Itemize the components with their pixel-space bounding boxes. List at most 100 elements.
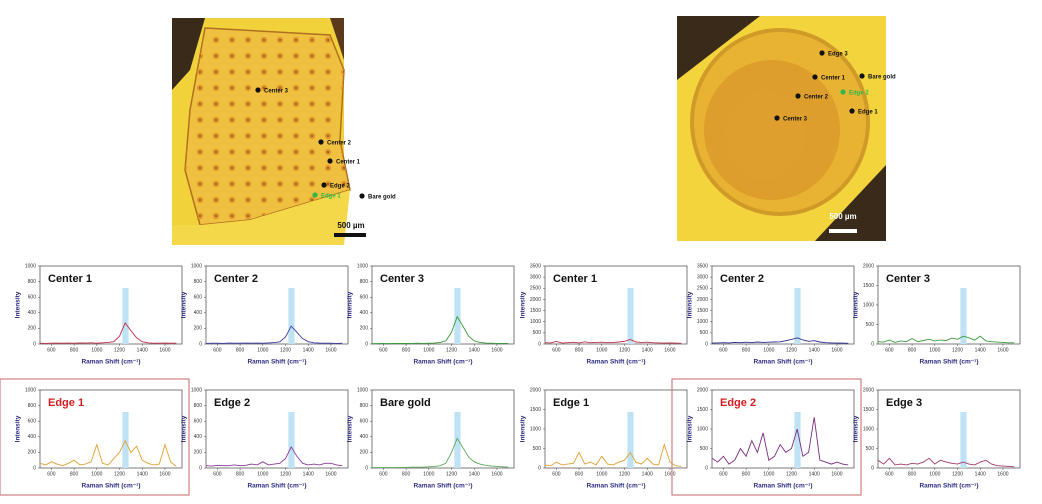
- highlight-band: [122, 288, 129, 344]
- location-label: Edge 1: [321, 194, 341, 200]
- scale-bar-label: 500 µm: [337, 221, 364, 230]
- y-tick-label: 0: [871, 341, 874, 347]
- y-axis-label: Intensity: [687, 291, 694, 318]
- location-dot: [819, 50, 825, 56]
- x-tick-label: 600: [213, 347, 222, 353]
- location-label: Center 3: [783, 117, 808, 123]
- plot-frame: [371, 265, 515, 345]
- y-tick-label: 800: [28, 279, 37, 285]
- y-tick-label: 0: [199, 341, 202, 347]
- x-tick-label: 1000: [929, 347, 940, 353]
- x-tick-label: 1400: [469, 347, 480, 353]
- spectrum-chart: 0 200 400 600 800 1000 600 800 1000 1200 1400 1600 C…: [181, 263, 349, 366]
- y-tick-label: 800: [194, 403, 203, 409]
- spectrum-chart: 0 500 1000 1500 2000 2500 3000 3500 600 800 1000 12…: [687, 263, 855, 366]
- spectrum-line: [544, 443, 682, 467]
- y-tick-label: 1000: [863, 302, 874, 308]
- y-axis-label: Intensity: [520, 291, 527, 318]
- y-tick-label: 600: [28, 295, 37, 301]
- location-dot: [795, 93, 801, 99]
- y-tick-label: 1000: [191, 263, 202, 269]
- location-dot: [812, 74, 818, 80]
- x-tick-label: 600: [213, 471, 222, 477]
- y-tick-label: 2000: [863, 263, 874, 269]
- x-tick-label: 1600: [831, 471, 842, 477]
- x-tick-label: 1200: [952, 347, 963, 353]
- y-tick-label: 400: [360, 310, 369, 316]
- y-tick-label: 0: [538, 341, 541, 347]
- y-tick-label: 1000: [25, 263, 36, 269]
- x-tick-label: 800: [742, 347, 751, 353]
- highlight-band: [288, 412, 295, 468]
- x-tick-label: 600: [719, 347, 728, 353]
- y-tick-label: 600: [194, 419, 203, 425]
- x-tick-label: 1200: [619, 471, 630, 477]
- y-tick-label: 1000: [191, 387, 202, 393]
- chart-title: Edge 3: [886, 397, 922, 409]
- y-axis-label: Intensity: [15, 291, 22, 318]
- x-tick-label: 1400: [469, 471, 480, 477]
- x-tick-label: 1000: [596, 347, 607, 353]
- x-tick-label: 1400: [303, 471, 314, 477]
- x-tick-label: 1000: [763, 471, 774, 477]
- location-dot: [774, 115, 780, 121]
- x-tick-label: 1600: [664, 347, 675, 353]
- x-tick-label: 600: [379, 471, 388, 477]
- spectrum-line: [372, 315, 509, 345]
- spectrum-line: [372, 437, 509, 469]
- y-axis-label: Intensity: [853, 291, 860, 318]
- y-tick-label: 0: [705, 465, 708, 471]
- plot-frame: [39, 265, 183, 345]
- highlight-band: [454, 412, 461, 468]
- y-tick-label: 1000: [697, 426, 708, 432]
- y-axis-label: Intensity: [347, 291, 354, 318]
- y-tick-label: 0: [33, 341, 36, 347]
- x-tick-label: 600: [47, 471, 56, 477]
- location-dot: [312, 192, 318, 198]
- chart-title: Center 3: [886, 273, 930, 285]
- spectrum-line: [877, 457, 1015, 468]
- x-tick-label: 1000: [257, 347, 268, 353]
- spectrum-chart: 0 200 400 600 800 1000 600 800 1000 1200 1400 1600 B…: [347, 387, 515, 490]
- x-tick-label: 1400: [137, 347, 148, 353]
- x-tick-label: 800: [908, 471, 917, 477]
- y-tick-label: 600: [28, 419, 37, 425]
- location-dot: [327, 158, 333, 164]
- x-axis-label: Raman Shift (cm⁻¹): [586, 359, 645, 366]
- scale-bar: [829, 229, 857, 233]
- x-tick-label: 1000: [91, 471, 102, 477]
- y-tick-label: 2000: [697, 297, 708, 303]
- spectrum-line: [39, 439, 177, 467]
- y-tick-label: 800: [360, 279, 369, 285]
- x-tick-label: 1600: [491, 471, 502, 477]
- y-tick-label: 400: [28, 310, 37, 316]
- x-tick-label: 1600: [997, 471, 1008, 477]
- y-axis-label: Intensity: [15, 415, 22, 442]
- y-tick-label: 600: [360, 295, 369, 301]
- spectrum-chart: 0 500 1000 1500 2000 600 800 1000 1200 1400 1600 Ed…: [853, 387, 1021, 490]
- x-tick-label: 1200: [786, 347, 797, 353]
- y-tick-label: 600: [360, 419, 369, 425]
- location-label: Center 2: [327, 141, 352, 147]
- highlight-band: [960, 288, 967, 344]
- y-tick-label: 600: [194, 295, 203, 301]
- y-axis-label: Intensity: [181, 291, 188, 318]
- x-tick-label: 800: [575, 347, 584, 353]
- highlight-band: [960, 412, 967, 468]
- y-tick-label: 1500: [863, 407, 874, 413]
- location-label: Edge 3: [828, 52, 848, 58]
- y-tick-label: 200: [194, 450, 203, 456]
- x-tick-label: 600: [885, 471, 894, 477]
- x-tick-label: 1000: [929, 471, 940, 477]
- y-tick-label: 1000: [863, 426, 874, 432]
- chart-title: Center 1: [48, 273, 92, 285]
- spectrum-line: [205, 325, 343, 344]
- micrograph-right: [677, 16, 886, 241]
- spectrum-line: [711, 417, 849, 466]
- x-tick-label: 800: [908, 347, 917, 353]
- x-axis-label: Raman Shift (cm⁻¹): [753, 483, 812, 490]
- y-tick-label: 500: [866, 322, 875, 328]
- plot-frame: [544, 265, 688, 345]
- y-tick-label: 2000: [697, 387, 708, 393]
- x-tick-label: 1600: [325, 471, 336, 477]
